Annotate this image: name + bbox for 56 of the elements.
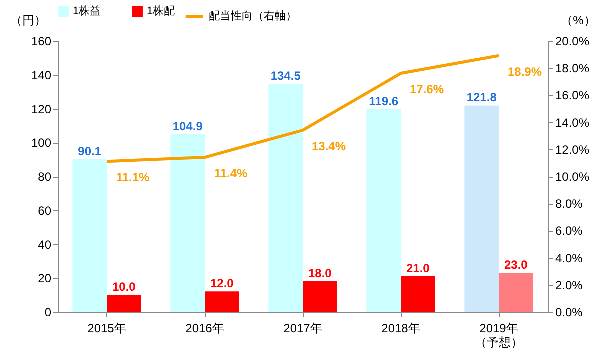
data-label: 12.0 <box>210 276 234 291</box>
y2-tick-label: 6.0% <box>556 224 584 238</box>
y-tick-label: 80 <box>38 170 52 184</box>
data-label: 11.4% <box>214 166 248 181</box>
data-label: 121.8 <box>466 90 498 105</box>
x-tick-label: 2015年 <box>88 322 126 336</box>
bar <box>268 84 303 312</box>
y-tick-label: 160 <box>31 34 52 48</box>
y2-tick-label: 18.0% <box>556 62 590 76</box>
legend-label: 配当性向（右軸） <box>209 10 297 22</box>
bar <box>464 106 499 312</box>
data-label: 18.0 <box>308 266 332 281</box>
y-tick-label: 20 <box>38 272 52 286</box>
bar <box>170 134 205 312</box>
y2-tick-label: 12.0% <box>556 142 590 157</box>
data-label: 23.0 <box>504 258 528 272</box>
x-tick-label: 2019年（予想） <box>475 322 523 350</box>
y2-tick-label: 8.0% <box>556 197 584 212</box>
y-tick-label: 100 <box>31 136 52 150</box>
data-label: 17.6% <box>410 82 444 97</box>
y-tick-label: 0 <box>44 306 52 320</box>
data-label: 13.4% <box>312 139 346 154</box>
y2-tick-label: 4.0% <box>556 251 584 266</box>
y2-tick-label: 10.0% <box>556 170 590 184</box>
data-label: 104.9 <box>172 119 204 134</box>
y2-tick-label: 14.0% <box>556 116 590 130</box>
bar <box>72 159 107 312</box>
bar <box>499 273 534 312</box>
y-tick-label: 120 <box>31 102 52 116</box>
x-tick-label: 2017年 <box>284 322 322 336</box>
data-label: 11.1% <box>116 170 150 185</box>
x-tick-label: 2016年 <box>186 322 224 336</box>
y2-tick-label: 0.0% <box>556 306 584 320</box>
x-tick-label: 2018年 <box>382 322 420 336</box>
bar <box>303 282 338 312</box>
line-series <box>106 54 500 164</box>
data-label: 18.9% <box>508 64 542 79</box>
y-tick-label: 140 <box>31 68 52 82</box>
legend-label: 1株配 <box>147 4 176 18</box>
y-tick-label: 60 <box>38 204 52 218</box>
y2-tick-label: 2.0% <box>556 278 584 292</box>
data-label: 119.6 <box>369 94 399 108</box>
bar <box>366 109 401 312</box>
data-label: 21.0 <box>406 261 430 276</box>
y2-tick-label: 16.0% <box>556 88 590 103</box>
bar <box>205 292 240 312</box>
data-label: 90.1 <box>78 144 102 158</box>
y-tick-label: 40 <box>38 238 52 252</box>
data-label: 10.0 <box>112 280 136 294</box>
data-label: 134.5 <box>270 69 302 84</box>
y2-axis-title: （%） <box>561 14 596 28</box>
bar <box>401 276 436 312</box>
y-axis-title: （円） <box>10 14 46 28</box>
y2-tick-label: 20.0% <box>556 34 590 48</box>
legend-label: 1株益 <box>73 4 102 18</box>
bar <box>107 295 142 312</box>
